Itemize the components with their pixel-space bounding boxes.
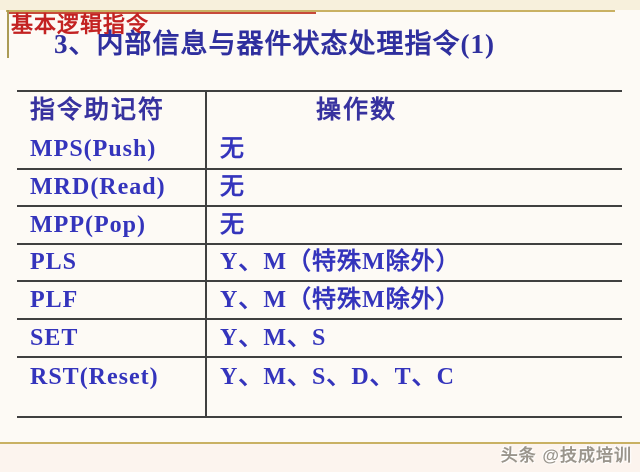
mnemonic-cell: MPS(Push) bbox=[17, 130, 207, 168]
operand-text: Y、M（特殊M除外） bbox=[220, 249, 461, 276]
mnemonic-cell: PLS bbox=[17, 244, 207, 281]
mnemonic-cell: RST(Reset) bbox=[17, 357, 207, 416]
table-header-mnemonic-cell: 指令助记符 bbox=[17, 92, 207, 130]
section-eyebrow: 基本逻辑指令 bbox=[11, 12, 150, 37]
operand-cell: 无 bbox=[207, 170, 622, 206]
bottom-strip bbox=[0, 444, 640, 472]
operand-cell: Y、M（特殊M除外） bbox=[207, 245, 622, 281]
gold-accent-left bbox=[7, 10, 9, 58]
table-body: MPS(Push) 无 MRD(Read) 无 MPP(Pop) 无 PLS Y… bbox=[17, 130, 622, 416]
red-accent-line bbox=[9, 12, 316, 14]
table-header-operand: 操作数 bbox=[315, 97, 397, 125]
operand-cell: Y、M（特殊M除外） bbox=[207, 282, 622, 318]
operand-text: 无 bbox=[220, 211, 245, 238]
watermark: 头条 @技成培训 bbox=[500, 446, 632, 465]
table-header-operand-cell: 操作数 bbox=[207, 92, 622, 130]
table-row: PLF Y、M（特殊M除外） bbox=[17, 280, 622, 318]
table-row: PLS Y、M（特殊M除外） bbox=[17, 242, 622, 281]
gold-divider-bottom bbox=[0, 442, 640, 444]
table-header-row: 指令助记符 操作数 bbox=[17, 92, 622, 130]
mnemonic-text: RST(Reset) bbox=[30, 363, 159, 390]
mnemonic-text: MPS(Push) bbox=[30, 135, 157, 162]
gold-divider-top bbox=[6, 10, 615, 12]
mnemonic-cell: SET bbox=[17, 319, 207, 356]
operand-cell: Y、M、S bbox=[207, 320, 622, 356]
page-title: 3、内部信息与器件状态处理指令(1) bbox=[54, 29, 495, 59]
mnemonic-cell: MPP(Pop) bbox=[17, 207, 207, 243]
instruction-table: 指令助记符 操作数 MPS(Push) 无 MRD(Read) 无 MPP(Po… bbox=[17, 90, 622, 418]
top-cream-strip bbox=[0, 0, 640, 10]
mnemonic-text: SET bbox=[30, 324, 79, 351]
table-row: MPP(Pop) 无 bbox=[17, 205, 622, 243]
table-row: SET Y、M、S bbox=[17, 317, 622, 356]
operand-cell: 无 bbox=[207, 207, 622, 243]
operand-cell: 无 bbox=[207, 130, 622, 168]
operand-cell: Y、M、S、D、T、C bbox=[207, 358, 622, 416]
mnemonic-text: PLF bbox=[30, 286, 79, 313]
mnemonic-text: MPP(Pop) bbox=[30, 211, 146, 238]
mnemonic-text: MRD(Read) bbox=[30, 174, 166, 201]
mnemonic-text: PLS bbox=[30, 249, 78, 276]
table-row: RST(Reset) Y、M、S、D、T、C bbox=[17, 355, 622, 416]
operand-text: 无 bbox=[220, 174, 245, 201]
operand-text: Y、M（特殊M除外） bbox=[220, 286, 461, 313]
table-header-mnemonic: 指令助记符 bbox=[30, 97, 166, 125]
operand-text: Y、M、S、D、T、C bbox=[220, 363, 456, 390]
mnemonic-cell: MRD(Read) bbox=[17, 169, 207, 206]
operand-text: Y、M、S bbox=[220, 324, 327, 351]
table-row: MPS(Push) 无 bbox=[17, 130, 622, 168]
table-row: MRD(Read) 无 bbox=[17, 167, 622, 206]
operand-text: 无 bbox=[220, 135, 245, 162]
mnemonic-cell: PLF bbox=[17, 282, 207, 318]
